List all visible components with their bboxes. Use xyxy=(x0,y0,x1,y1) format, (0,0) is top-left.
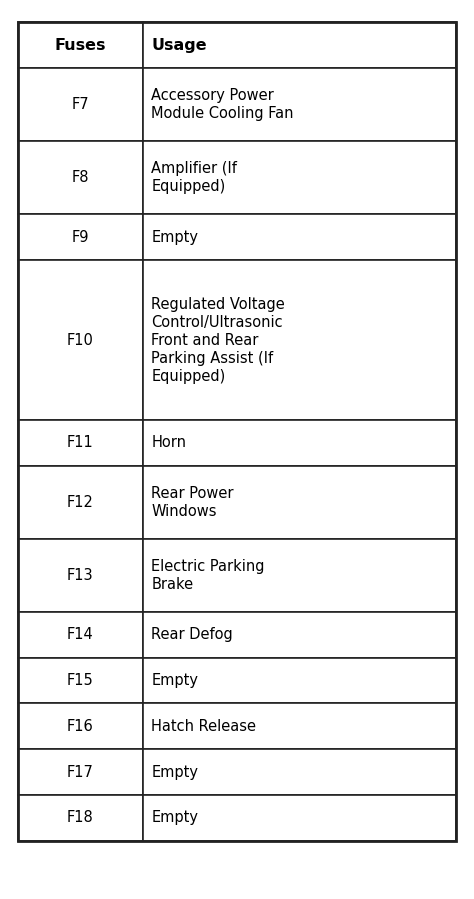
Bar xyxy=(18,703,143,749)
Bar xyxy=(143,795,456,841)
Bar xyxy=(143,260,456,420)
Bar xyxy=(18,141,143,215)
Text: Empty: Empty xyxy=(151,764,198,779)
Bar xyxy=(143,749,456,795)
Text: Fuses: Fuses xyxy=(55,38,106,53)
Text: Rear Defog: Rear Defog xyxy=(151,628,233,643)
Bar xyxy=(18,420,143,466)
Bar xyxy=(143,141,456,215)
Bar xyxy=(143,612,456,658)
Text: Horn: Horn xyxy=(151,435,186,450)
Text: F12: F12 xyxy=(67,494,94,510)
Text: Empty: Empty xyxy=(151,810,198,825)
Text: Rear Power
Windows: Rear Power Windows xyxy=(151,485,234,519)
Text: Regulated Voltage
Control/Ultrasonic
Front and Rear
Parking Assist (If
Equipped): Regulated Voltage Control/Ultrasonic Fro… xyxy=(151,297,285,384)
Text: F17: F17 xyxy=(67,764,94,779)
Bar xyxy=(18,658,143,703)
Text: Empty: Empty xyxy=(151,673,198,688)
Text: F7: F7 xyxy=(72,97,89,112)
Bar xyxy=(143,22,456,68)
Bar xyxy=(143,68,456,141)
Text: Electric Parking
Brake: Electric Parking Brake xyxy=(151,559,265,592)
Text: F10: F10 xyxy=(67,333,94,348)
Bar xyxy=(18,215,143,260)
Text: F18: F18 xyxy=(67,810,94,825)
Text: Empty: Empty xyxy=(151,230,198,245)
Bar xyxy=(143,420,456,466)
Text: F15: F15 xyxy=(67,673,94,688)
Text: F14: F14 xyxy=(67,628,94,643)
Bar xyxy=(18,466,143,539)
Bar xyxy=(18,68,143,141)
Text: F9: F9 xyxy=(72,230,89,245)
Text: Hatch Release: Hatch Release xyxy=(151,719,256,734)
Text: F11: F11 xyxy=(67,435,94,450)
Bar xyxy=(143,703,456,749)
Text: Amplifier (If
Equipped): Amplifier (If Equipped) xyxy=(151,161,237,194)
Bar xyxy=(18,612,143,658)
Bar xyxy=(18,22,143,68)
Bar xyxy=(18,795,143,841)
Text: F8: F8 xyxy=(72,171,89,185)
Text: F13: F13 xyxy=(67,568,94,583)
Bar xyxy=(143,466,456,539)
Bar xyxy=(18,539,143,612)
Text: Usage: Usage xyxy=(151,38,207,53)
Text: Accessory Power
Module Cooling Fan: Accessory Power Module Cooling Fan xyxy=(151,88,294,121)
Bar xyxy=(143,658,456,703)
Bar xyxy=(143,215,456,260)
Text: F16: F16 xyxy=(67,719,94,734)
Bar xyxy=(18,260,143,420)
Bar xyxy=(18,749,143,795)
Bar xyxy=(143,539,456,612)
